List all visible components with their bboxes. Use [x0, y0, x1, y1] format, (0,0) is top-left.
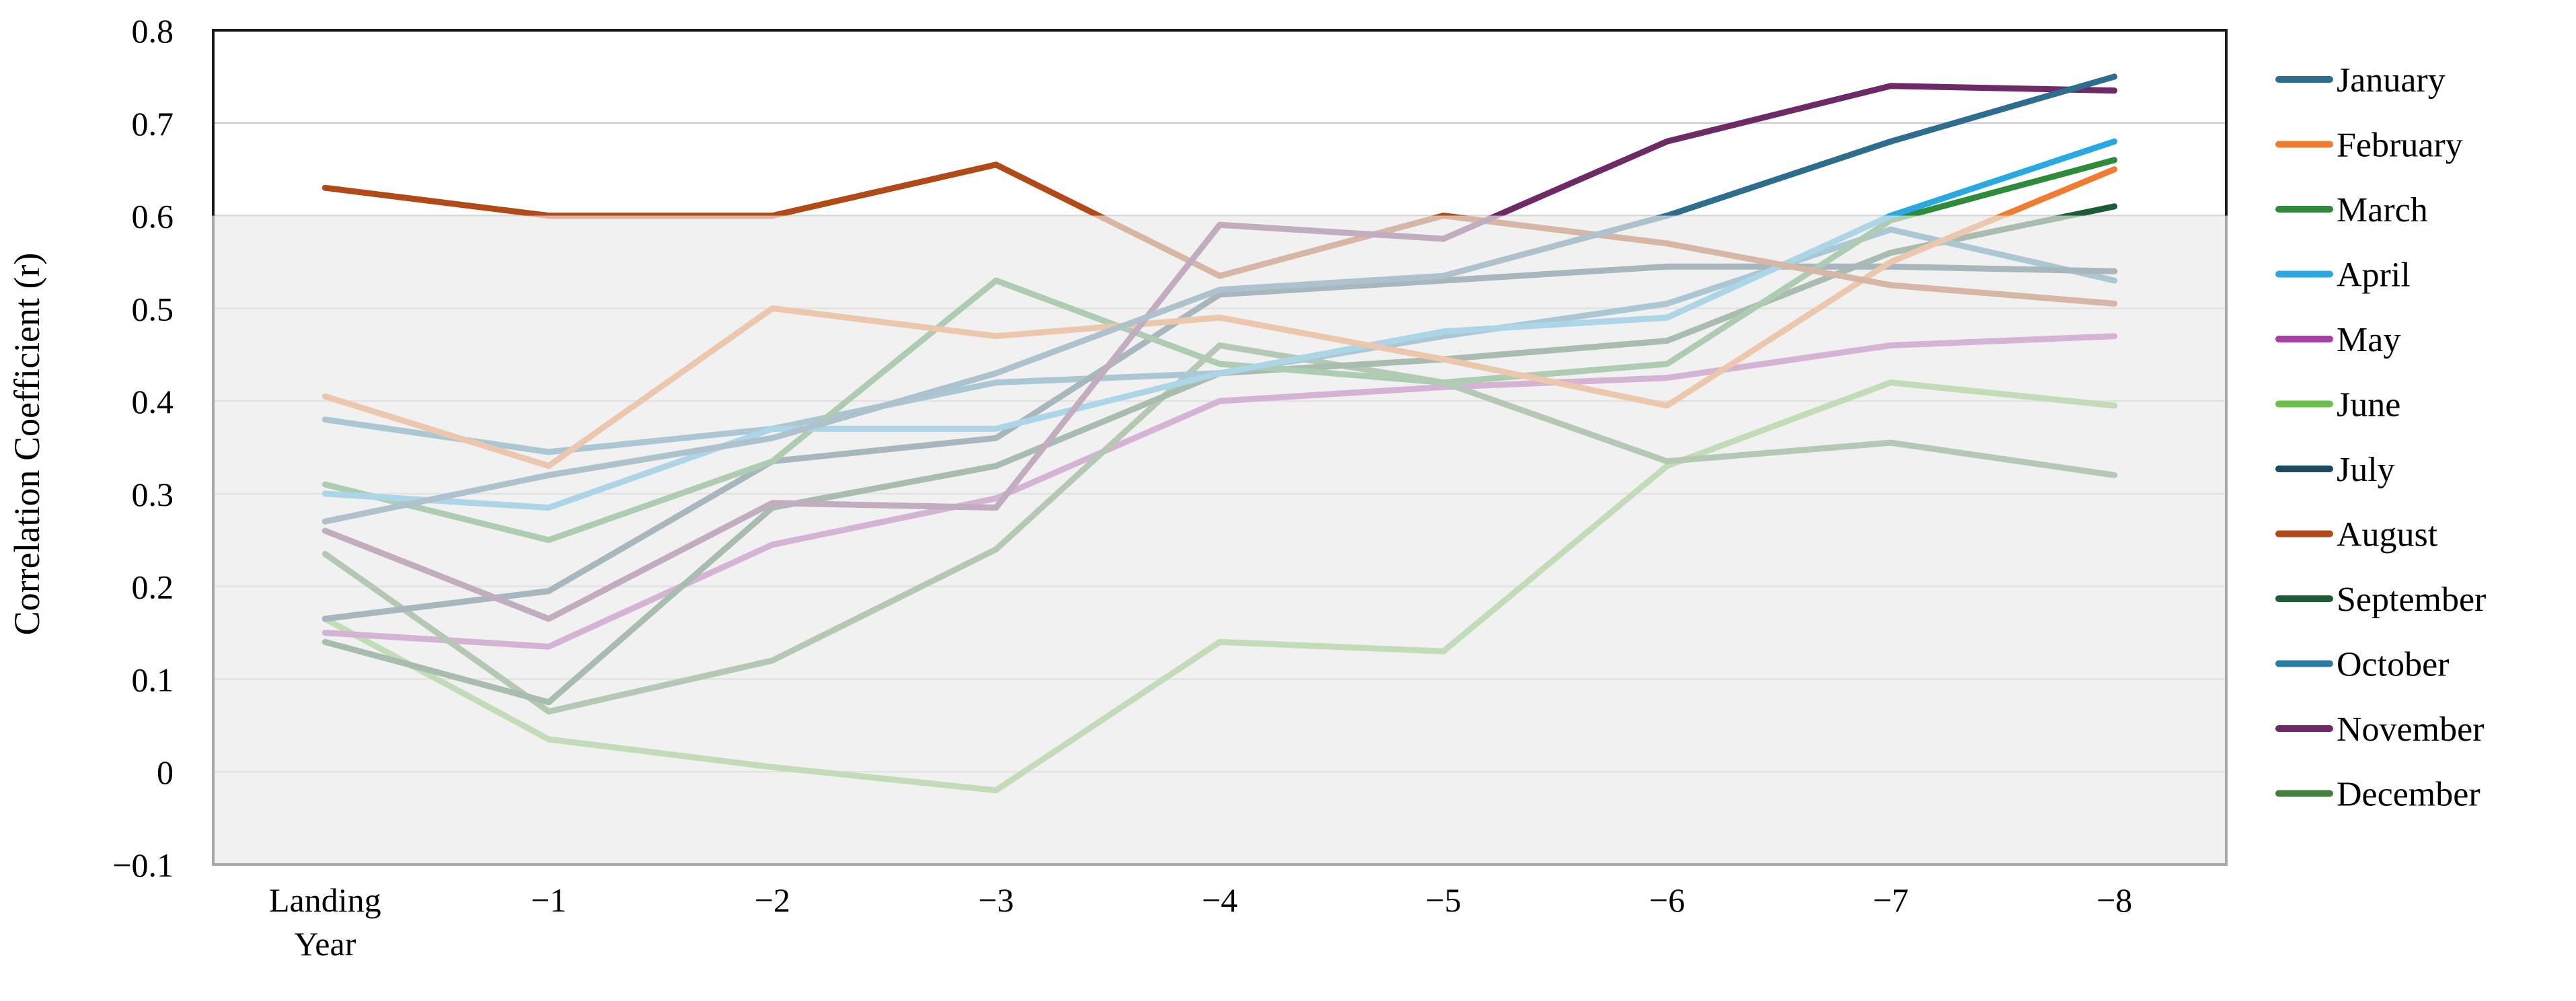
x-tick-label-−8: −8	[2096, 881, 2132, 919]
x-tick-label-−2: −2	[755, 881, 790, 919]
legend-label-august: August	[2337, 516, 2438, 554]
y-tick-label-0.7: 0.7	[132, 105, 174, 143]
y-tick-label-−0.1: −0.1	[112, 846, 174, 884]
x-tick-label-−7: −7	[1873, 881, 1909, 919]
legend-label-october: October	[2337, 646, 2449, 684]
legend-label-march: March	[2337, 191, 2428, 229]
x-tick-label-−1: −1	[531, 881, 566, 919]
x-tick-label-−4: −4	[1202, 881, 1238, 919]
legend-label-july: July	[2337, 451, 2395, 489]
y-tick-label-0.5: 0.5	[132, 290, 174, 328]
y-tick-label-0.1: 0.1	[132, 661, 174, 698]
y-tick-label-0.2: 0.2	[132, 568, 174, 606]
legend-label-april: April	[2337, 256, 2411, 295]
shaded-band-overlay	[212, 215, 2228, 866]
x-tick-label-−6: −6	[1649, 881, 1685, 919]
legend-label-june: June	[2337, 386, 2400, 424]
legend-label-january: January	[2337, 61, 2446, 100]
x-tick-label-−5: −5	[1425, 881, 1461, 919]
legend-label-november: November	[2337, 710, 2484, 749]
y-tick-label-0.4: 0.4	[132, 383, 174, 420]
y-tick-label-0.6: 0.6	[132, 198, 174, 235]
y-axis-title: Correlation Coefficient (r)	[7, 253, 47, 636]
legend-label-february: February	[2337, 126, 2463, 165]
y-tick-label-0.3: 0.3	[132, 476, 174, 513]
y-tick-label-0: 0	[157, 753, 174, 791]
legend-label-september: September	[2337, 581, 2486, 619]
legend-label-may: May	[2337, 321, 2400, 359]
legend-label-december: December	[2337, 776, 2480, 814]
x-tick-label-landing: Landing	[269, 881, 381, 919]
y-tick-label-0.8: 0.8	[132, 12, 174, 50]
x-tick-label-year: Year	[294, 925, 356, 963]
x-tick-label-−3: −3	[978, 881, 1014, 919]
